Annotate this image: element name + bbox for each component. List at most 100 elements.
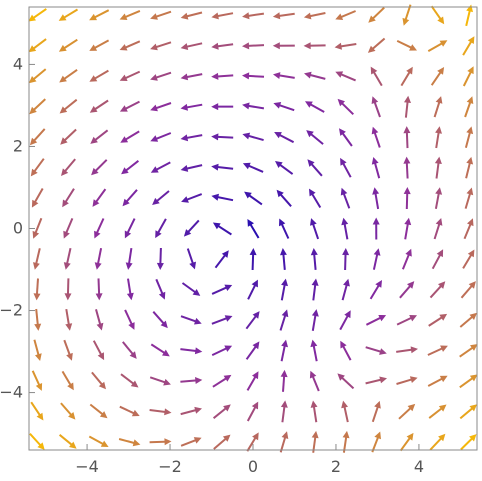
field-arrow-head [310,400,318,408]
field-arrow-head [409,315,417,322]
field-arrow-shaft [92,39,110,50]
field-arrow-head [122,198,130,207]
field-arrow-head [281,309,289,318]
field-arrow-head [252,371,259,380]
field-arrow-head [152,197,160,205]
field-arrow [246,432,259,452]
field-arrow-shaft [465,8,472,27]
field-arrow [122,189,138,207]
field-arrow-head [252,311,260,319]
field-arrow [371,400,381,423]
field-arrow-head [466,126,474,135]
field-arrow-shaft [371,434,380,453]
field-arrow [180,377,203,384]
field-arrow-shaft [246,134,264,142]
field-arrow-head [128,322,135,330]
field-arrow-head [89,105,98,113]
field-arrow-head [129,351,137,359]
field-arrow [65,308,73,331]
field-arrow [180,103,203,111]
field-arrow-head [224,284,233,291]
field-arrow-head [64,293,72,301]
field-arrow-head [343,278,350,287]
field-arrow [396,346,418,354]
field-arrow-head [59,106,68,114]
field-arrow [404,95,411,118]
field-arrow-head [91,167,99,176]
field-arrow-head [180,73,189,81]
field-arrow-shaft [405,160,409,179]
field-arrow [464,126,474,148]
field-arrow [459,374,478,389]
field-arrow-head [223,374,232,382]
field-arrow-shaft [97,278,101,297]
field-arrow [341,400,349,423]
field-arrow [246,371,259,391]
field-arrow-head [407,403,416,412]
field-arrow-head [404,95,411,103]
field-arrow-head [275,161,283,168]
field-arrow [150,161,171,173]
field-arrow-head [69,441,77,449]
field-arrow [340,187,351,209]
field-arrow [120,130,140,143]
field-arrow-head [192,289,201,296]
field-arrow-head [29,137,38,146]
field-arrow-head [132,439,141,447]
field-arrow [61,158,76,176]
field-arrow-head [242,12,250,20]
field-arrow [370,66,383,87]
field-arrow-head [311,278,319,286]
field-arrow-head [65,323,73,331]
field-arrow-head [281,278,288,287]
field-arrow-head [310,339,318,348]
field-arrow-shaft [435,160,440,179]
field-arrow-head [150,166,159,173]
field-arrow-shaft [396,315,414,326]
field-arrow [89,69,109,82]
field-arrow-head [100,440,109,447]
field-arrow-shaft [312,282,317,301]
field-arrow-head [374,400,381,409]
field-arrow [211,163,234,171]
x-tick-label: 0 [248,457,258,476]
field-arrow [89,39,110,51]
field-arrow-shaft [184,103,203,109]
field-arrow [91,371,106,390]
field-arrow-head [375,280,382,288]
field-arrow [95,309,104,331]
field-arrow [150,132,172,142]
field-arrow-shaft [370,37,386,52]
field-arrow [368,6,385,23]
field-arrow-head [33,293,41,301]
field-arrow-head [194,347,203,355]
field-arrow-head [221,250,229,258]
field-arrow [335,10,356,20]
field-arrow [279,218,290,239]
field-arrow [156,247,164,270]
field-arrow-head [438,281,446,289]
field-arrow [29,98,46,115]
arrows-layer [28,4,478,453]
field-arrow-head [211,42,219,50]
field-arrow [120,373,139,388]
field-arrow-shaft [123,130,140,142]
field-arrow [155,218,167,239]
field-arrow-head [405,248,412,257]
field-arrow [211,193,234,202]
field-arrow-shaft [212,406,229,419]
field-arrow [403,126,411,149]
field-arrow [119,70,141,81]
field-arrow-head [242,162,251,170]
field-arrow [60,402,76,420]
field-arrow-head [370,66,378,75]
field-arrow [427,40,448,52]
field-arrow-shaft [435,130,440,149]
field-arrow-shaft [311,221,320,240]
field-arrow-shaft [276,12,295,18]
field-arrow-shaft [428,406,445,419]
field-arrow [431,249,444,270]
field-arrow [460,434,477,451]
field-arrow-head [180,103,188,111]
field-arrow [32,217,43,239]
